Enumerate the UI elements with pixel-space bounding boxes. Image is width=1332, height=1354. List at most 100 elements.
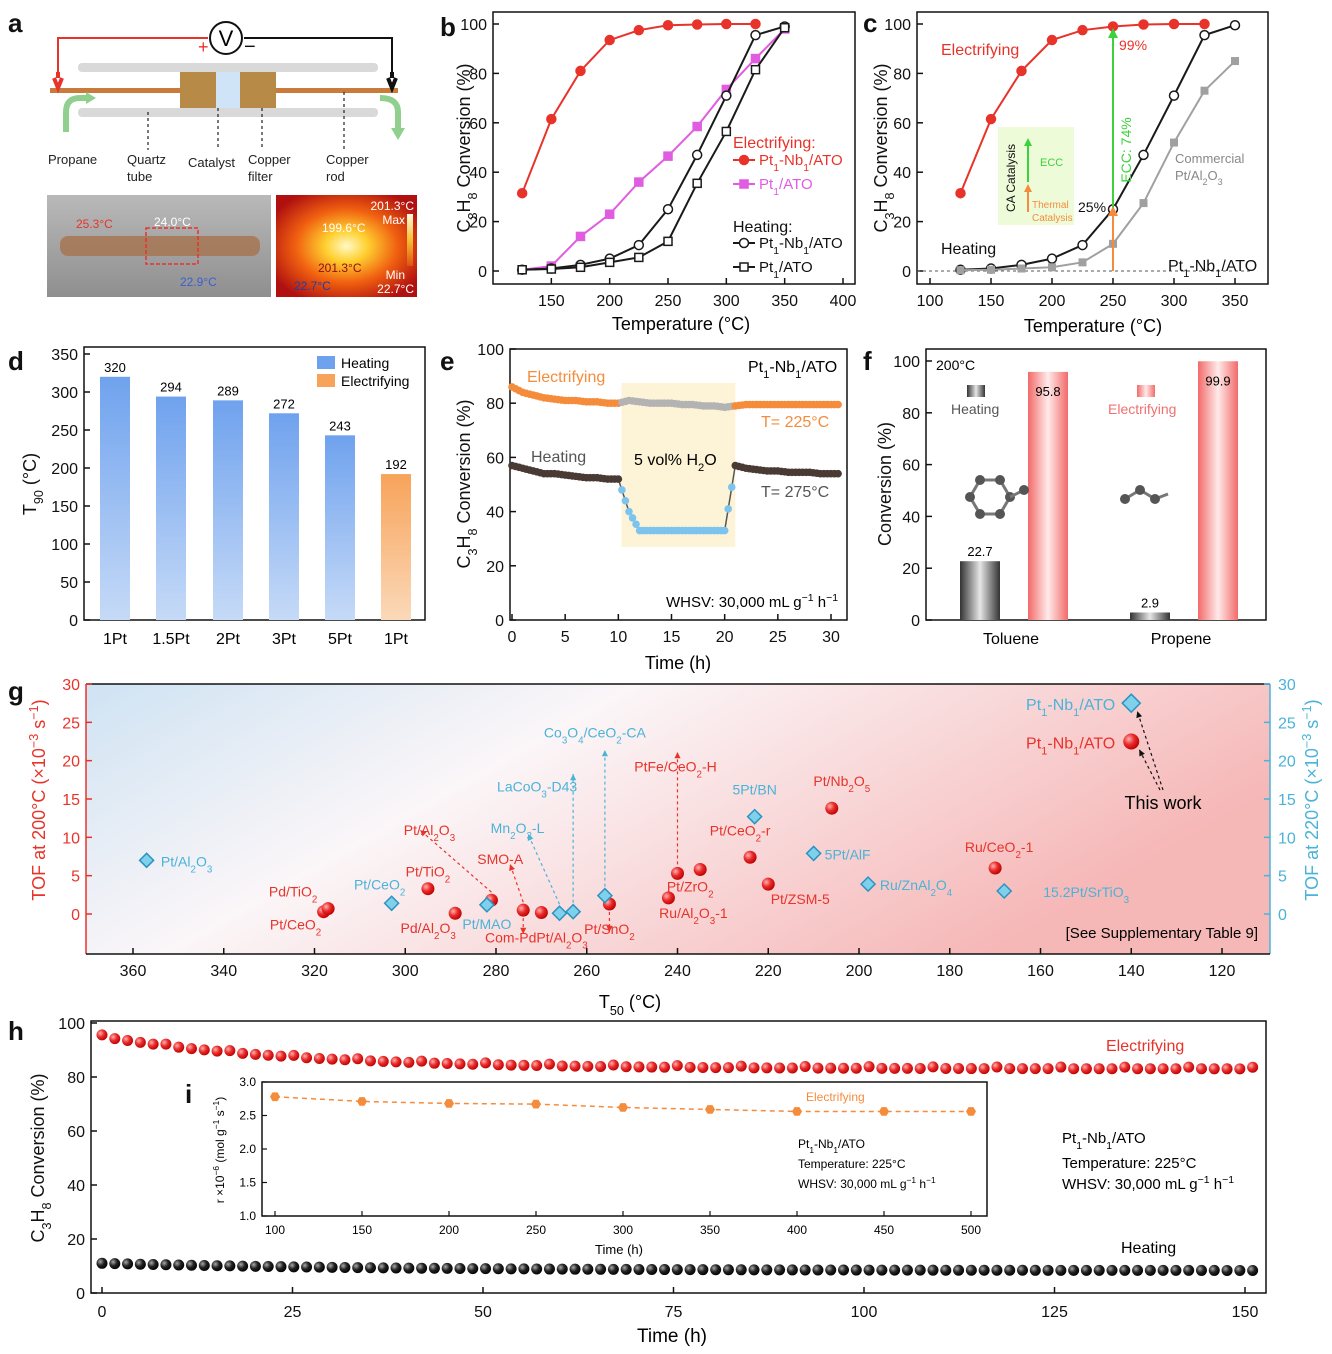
panel-b-point (750, 18, 761, 30)
panel-c-point (1078, 258, 1087, 267)
panel-h-heating-point (185, 1259, 197, 1271)
panel-c-series-line (960, 60, 1236, 272)
panel-b-xtick-label: 250 (655, 293, 682, 310)
panel-h-heating-point (1106, 1264, 1118, 1276)
panel-h-heating-point (838, 1264, 850, 1276)
panel-c-point (1200, 86, 1209, 95)
panel-h-heating-point (1080, 1264, 1092, 1276)
panel-h-electrifying-point (403, 1056, 415, 1068)
panel-h-heating-point (710, 1264, 722, 1276)
panel-i-point (705, 1105, 715, 1114)
panel-c-point (1229, 19, 1241, 31)
panel-h-electrifying-point (1055, 1061, 1067, 1073)
panel-g-blue-point (565, 903, 582, 920)
panel-h-electrifying-point (671, 1060, 683, 1072)
panel-e-heating-point (625, 507, 633, 516)
panel-h-heating-point (595, 1263, 607, 1275)
panel-i-background (200, 1082, 990, 1234)
panel-g-red-point (761, 877, 775, 891)
panel-f-category-label: Toluene (983, 631, 1039, 648)
panel-h-electrifying-point (1093, 1063, 1105, 1075)
panel-h-heating-point (978, 1264, 990, 1276)
label-copper-filter-2: filter (248, 169, 273, 184)
panel-b-point (750, 53, 761, 64)
panel-g-red-point (988, 861, 1002, 875)
panel-i-point (792, 1107, 802, 1116)
panel-h-electrifying-point (876, 1062, 888, 1074)
panel-h-heating-point (1208, 1264, 1220, 1276)
panel-h-electrifying-point (965, 1063, 977, 1075)
panel-b-legend-marker (739, 262, 749, 272)
thermal-peak-value: 201.3°C (318, 261, 362, 275)
panel-h-electrifying-point (109, 1033, 121, 1045)
panel-label-f: f (863, 346, 872, 376)
panel-c-point (1138, 149, 1149, 161)
panel-e-label-water: 5 vol% H2O (634, 452, 717, 474)
panel-e-electrifying-point (834, 400, 842, 409)
panel-g-left-tick-label: 5 (71, 869, 80, 886)
panel-g-right-tick-label: 15 (1278, 792, 1296, 809)
panel-g-right-tick-label: 0 (1278, 907, 1287, 924)
panel-h-heating-point (160, 1259, 172, 1271)
panel-h-electrifying-point (646, 1061, 658, 1073)
panel-g-blue-point-label: Pt1-Nb1/ATO (1026, 697, 1115, 719)
panel-h-electrifying-point (301, 1052, 313, 1064)
panel-g-xtick-label: 220 (755, 963, 782, 980)
panel-g-left-tick-label: 25 (62, 715, 80, 732)
panel-h-electrifying-point (620, 1061, 632, 1073)
panel-g-background (86, 684, 1270, 954)
panel-b-point (692, 121, 702, 132)
panel-c-frame (916, 11, 1269, 285)
panel-c-point (1077, 24, 1088, 36)
panel-h-electrifying-point (96, 1029, 108, 1041)
panel-d-category-label: 2Pt (216, 631, 241, 648)
panel-d-bar-label: 320 (104, 360, 126, 375)
panel-label-c: c (863, 8, 877, 38)
panel-h-electrifying-point (249, 1048, 261, 1060)
panel-b-legend-label: Pt1/ATO (759, 259, 813, 281)
panel-g-left-tick-label: 30 (62, 677, 80, 694)
label-copper-rod-2: rod (326, 169, 345, 184)
panel-g-ylabel-left: TOF at 200°C (×10−3 s−1) (27, 699, 49, 900)
panel-g-callout-smo-a (509, 863, 524, 903)
panel-d-category-label: 5Pt (328, 631, 353, 648)
panel-h-heating-point (275, 1261, 287, 1273)
panel-i-info-3: WHSV: 30,000 mL g−1 h−1 (798, 1175, 936, 1191)
panel-h-heating-point (237, 1260, 249, 1272)
minus-sign: − (244, 36, 256, 58)
panel-g-xtick-label: 160 (1027, 963, 1054, 980)
panel-e-frame (509, 348, 848, 621)
panel-g-red-point (825, 801, 839, 815)
panel-c-point (1046, 34, 1058, 46)
panel-d-legend-heating: Heating (341, 355, 389, 371)
catalyst-bed (216, 72, 240, 108)
panel-i-point (618, 1103, 628, 1112)
panel-f-heating-value: 2.9 (1141, 595, 1159, 610)
panel-h-electrifying-point (850, 1062, 862, 1074)
panel-d-chart: 0 50 100 150 200 250 300 350 T90 (°C) 320 1Pt 294 1.… (20, 346, 426, 648)
panel-h-electrifying-point (812, 1062, 824, 1074)
panel-g-right-tick-label: 5 (1278, 869, 1287, 886)
panel-b-point (604, 209, 615, 219)
panel-b-point (633, 24, 645, 36)
panel-h-heating-point (249, 1260, 261, 1272)
panel-g-blue-point (138, 852, 155, 869)
panel-g-right-tick-label: 30 (1278, 677, 1296, 694)
panel-b-ytick-label: 0 (478, 264, 487, 281)
toluene-atom (965, 492, 975, 502)
panel-g-chart: 0 0 5 5 10 10 15 15 20 20 25 25 30 30 360 340 320 300 280 2… (27, 677, 1322, 1018)
panel-h-electrifying-point (339, 1054, 351, 1066)
panel-g-right-tick-label: 20 (1278, 754, 1296, 771)
panel-h-electrifying-point (1195, 1063, 1207, 1075)
panel-h-ytick-label: 20 (67, 1232, 85, 1249)
panel-i-ytick-label: 2.5 (239, 1109, 256, 1123)
panel-h-heating-point (109, 1258, 121, 1270)
panel-c-label-99: 99% (1119, 37, 1147, 53)
panel-h-heating-point (1221, 1264, 1233, 1276)
panel-f-ytick-label: 0 (911, 613, 920, 630)
panel-c-ytick-label: 40 (893, 165, 911, 182)
panel-h-electrifying-point (607, 1059, 619, 1071)
panel-h-electrifying-point (505, 1059, 517, 1071)
panel-e-xtick-label: 25 (769, 629, 787, 646)
